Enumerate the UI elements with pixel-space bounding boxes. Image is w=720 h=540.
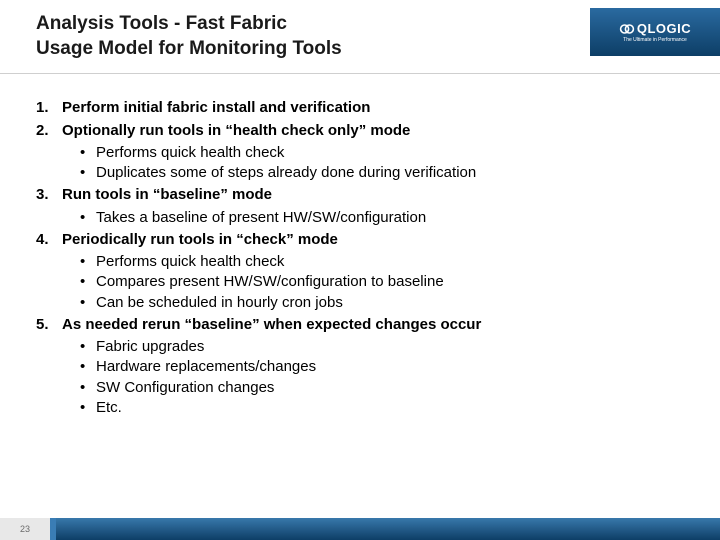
- slide-header: Analysis Tools - Fast Fabric Usage Model…: [0, 0, 720, 69]
- logo-text: QLOGIC: [619, 21, 691, 36]
- sub-item: Fabric upgrades: [62, 337, 684, 357]
- sub-item: Takes a baseline of present HW/SW/config…: [62, 208, 684, 228]
- sub-item: Performs quick health check: [62, 143, 684, 163]
- list-item: As needed rerun “baseline” when expected…: [36, 315, 684, 418]
- list-item-text: Run tools in “baseline” mode: [62, 186, 272, 203]
- sub-list: Performs quick health check Compares pre…: [62, 252, 684, 313]
- sub-list: Fabric upgrades Hardware replacements/ch…: [62, 337, 684, 418]
- list-item: Periodically run tools in “check” mode P…: [36, 230, 684, 313]
- sub-list: Performs quick health check Duplicates s…: [62, 143, 684, 184]
- sub-item: Duplicates some of steps already done du…: [62, 163, 684, 183]
- list-item-text: Perform initial fabric install and verif…: [62, 99, 370, 116]
- sub-item: SW Configuration changes: [62, 378, 684, 398]
- logo-icon: [619, 22, 635, 36]
- numbered-list: Perform initial fabric install and verif…: [36, 98, 684, 418]
- slide-content: Perform initial fabric install and verif…: [0, 74, 720, 418]
- footer-bar: [56, 518, 720, 540]
- list-item: Optionally run tools in “health check on…: [36, 121, 684, 184]
- list-item-text: Periodically run tools in “check” mode: [62, 231, 338, 248]
- sub-item: Hardware replacements/changes: [62, 357, 684, 377]
- logo-tagline: The Ultimate in Performance: [623, 37, 687, 43]
- logo-label: QLOGIC: [637, 21, 691, 36]
- sub-item: Compares present HW/SW/configuration to …: [62, 272, 684, 292]
- list-item-text: As needed rerun “baseline” when expected…: [62, 316, 481, 333]
- sub-item: Etc.: [62, 398, 684, 418]
- list-item-text: Optionally run tools in “health check on…: [62, 122, 410, 139]
- sub-item: Can be scheduled in hourly cron jobs: [62, 293, 684, 313]
- list-item: Run tools in “baseline” mode Takes a bas…: [36, 185, 684, 228]
- sub-item: Performs quick health check: [62, 252, 684, 272]
- title-line-1: Analysis Tools - Fast Fabric: [36, 13, 287, 34]
- logo: QLOGIC The Ultimate in Performance: [590, 8, 720, 56]
- page-number: 23: [0, 518, 50, 540]
- title-line-2: Usage Model for Monitoring Tools: [36, 38, 342, 59]
- sub-list: Takes a baseline of present HW/SW/config…: [62, 208, 684, 228]
- list-item: Perform initial fabric install and verif…: [36, 98, 684, 118]
- slide-footer: 23: [0, 518, 720, 540]
